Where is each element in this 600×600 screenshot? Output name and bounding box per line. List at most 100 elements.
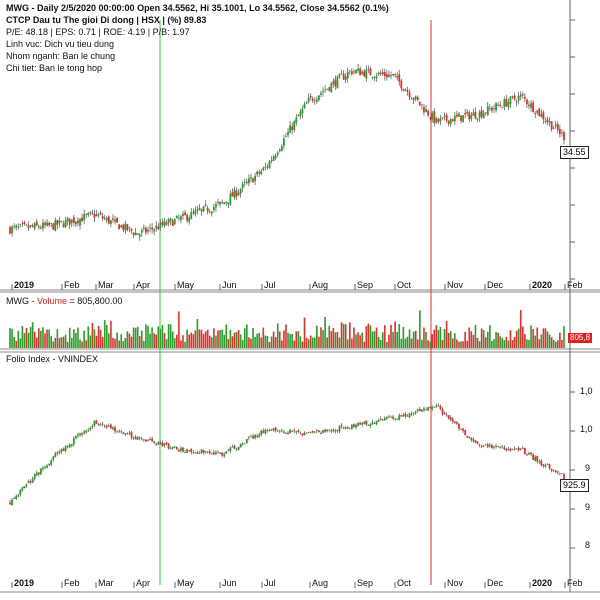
price-candle [493,108,495,110]
volume-bar [365,326,368,348]
index-candle [361,422,364,425]
volume-bar [346,339,349,348]
index-candle [369,424,372,426]
volume-bar [157,326,160,348]
index-candle [371,422,374,424]
index-axis-tick: 1,0 [580,386,593,396]
volume-bar [330,331,333,348]
price-candle [443,115,446,117]
volume-bar [173,338,176,348]
price-candle [416,97,419,101]
volume-bar [416,339,419,348]
index-candle [68,444,71,448]
volume-bar [19,338,22,348]
volume-bar [110,320,112,348]
price-candle [163,221,166,226]
index-candle [93,420,96,426]
price-candle [365,69,368,79]
month-label: Nov [447,578,464,588]
index-candle [420,409,423,412]
volume-bar [50,336,52,348]
volume-bar [206,329,209,348]
index-candle [332,429,335,431]
price-candle [56,220,59,225]
index-candle [99,424,102,426]
month-label: Feb [64,280,80,290]
volume-bar [410,338,413,348]
index-candle [169,448,172,450]
index-candle [241,443,244,445]
price-candle [153,229,156,232]
price-candle [309,95,312,98]
volume-bar [437,330,440,348]
volume-bar [225,324,228,348]
price-candle [550,121,553,130]
price-candle [13,226,16,228]
price-candle [283,138,285,146]
volume-bar [489,325,491,348]
price-candle [299,111,302,117]
price-candle [536,110,539,114]
price-candle [171,220,174,227]
index-candle [151,438,154,442]
price-candle [276,152,279,155]
index-candle [493,446,495,448]
volume-bar [202,333,205,348]
volume-bar [93,329,96,348]
index-candle [11,499,13,506]
volume-bar [79,339,81,348]
index-candle [254,434,256,439]
price-candle [247,178,250,184]
index-candle [478,444,481,446]
index-candle [484,444,487,446]
volume-bar [40,330,42,348]
price-candle [260,171,263,175]
price-candle [521,94,524,96]
index-candle [212,452,215,455]
price-candle [355,69,357,74]
price-candle [350,71,353,75]
price-candle [437,118,440,122]
price-candle [33,223,36,229]
index-candle [515,448,518,450]
index-candle [72,438,75,445]
index-candle [223,454,226,456]
price-candle [412,97,415,100]
index-candle [157,442,160,445]
index-candle [472,439,475,442]
price-candle [9,226,11,234]
price-candle [322,91,324,93]
volume-bar [264,335,267,348]
price-candle [208,211,211,213]
volume-bar [151,327,153,348]
volume-bar [188,334,190,348]
volume-bar [361,332,363,348]
index-candle [305,432,308,434]
index-candle [507,449,510,451]
index-candle [89,427,92,430]
volume-bar [561,339,563,348]
volume-bar [414,330,417,348]
index-candle [235,448,238,450]
index-candle [330,430,333,432]
price-candle [147,229,149,232]
volume-bar [431,334,433,348]
price-candle [200,209,203,212]
price-candle [447,120,450,124]
price-candle [27,225,30,229]
index-candle [272,428,275,431]
price-candle [303,104,306,109]
price-candle [480,110,483,117]
index-candle [561,473,563,475]
month-label: Aug [312,280,329,290]
price-candle [233,189,236,198]
volume-bar [359,335,361,348]
price-candle [237,192,240,195]
volume-bar [548,334,551,348]
volume-bar [332,328,335,348]
index-candle [392,416,394,419]
price-candle [19,224,22,226]
price-candle [427,110,429,116]
volume-bar [44,333,46,348]
